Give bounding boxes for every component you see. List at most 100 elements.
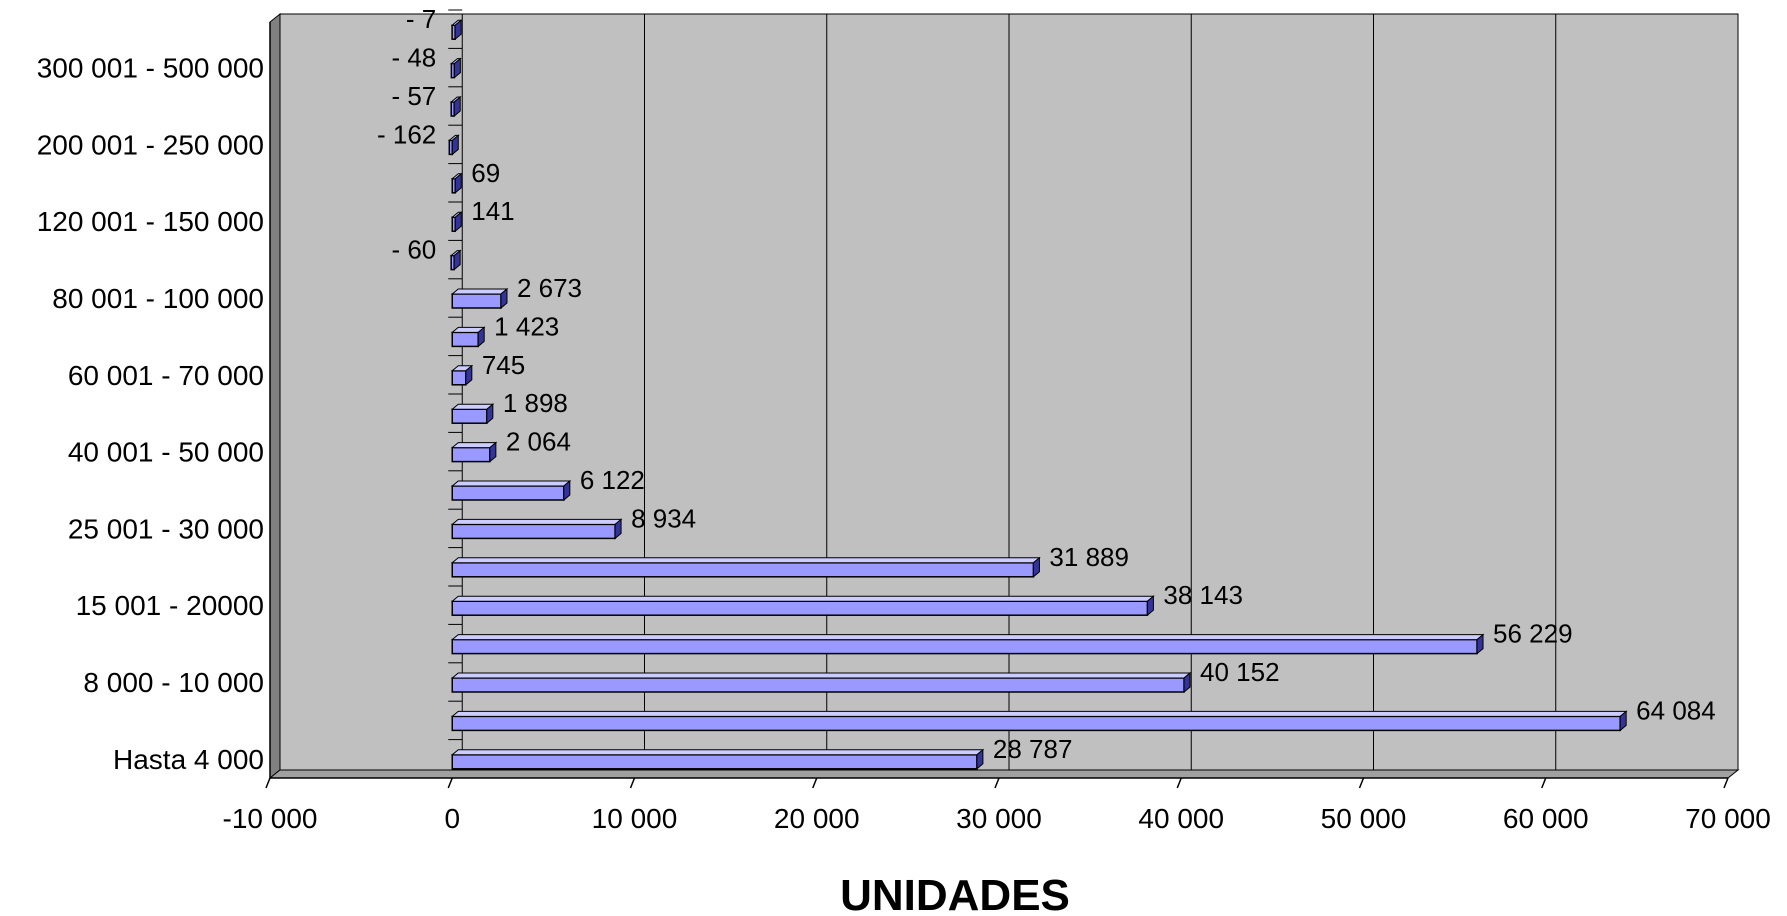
bar-side bbox=[1032, 556, 1040, 578]
bar-front bbox=[451, 523, 616, 540]
y-category-label: 60 001 - 70 000 bbox=[68, 360, 264, 391]
bar-front bbox=[451, 293, 502, 309]
x-tick bbox=[1176, 777, 1182, 789]
bar-side bbox=[454, 19, 462, 41]
data-label: 6 122 bbox=[580, 465, 645, 495]
x-tick bbox=[1723, 777, 1729, 789]
bar bbox=[450, 287, 509, 310]
bar-front bbox=[451, 370, 467, 386]
bar bbox=[449, 95, 462, 118]
x-tick-label: 70 000 bbox=[1685, 803, 1771, 834]
bar-side bbox=[563, 479, 571, 502]
y-category-label: 80 001 - 100 000 bbox=[52, 283, 264, 314]
data-label: 28 787 bbox=[993, 734, 1073, 764]
x-tick bbox=[1358, 777, 1365, 789]
x-tick-label: 10 000 bbox=[592, 803, 678, 834]
floor bbox=[268, 769, 1740, 779]
bar-side bbox=[1476, 633, 1484, 655]
x-tick-label: 0 bbox=[444, 803, 460, 834]
data-label: 141 bbox=[471, 196, 514, 226]
bar bbox=[450, 211, 463, 233]
bar-side bbox=[454, 211, 462, 233]
bar-top bbox=[450, 480, 572, 487]
y-category-label: 25 001 - 30 000 bbox=[68, 513, 264, 544]
bars bbox=[447, 19, 1628, 770]
bar bbox=[449, 249, 462, 271]
x-tick bbox=[994, 777, 1000, 789]
x-axis: -10 000 0 10 000 20 000 30 000 40 000 50 000 60… bbox=[223, 777, 1771, 834]
bar bbox=[450, 748, 985, 770]
bar bbox=[450, 172, 463, 194]
data-label: 2 673 bbox=[517, 273, 582, 303]
bar-side bbox=[451, 134, 459, 156]
x-tick-label: 50 000 bbox=[1321, 803, 1407, 834]
bar-side bbox=[1146, 595, 1154, 617]
bar bbox=[450, 364, 474, 386]
bar bbox=[450, 633, 1485, 655]
data-labels: 28 787 64 084 40 152 56 229 38 143 31 889 8 93… bbox=[377, 4, 1716, 764]
x-axis-title: UNIDADES bbox=[840, 871, 1070, 916]
bar-top bbox=[450, 442, 498, 449]
bar-side bbox=[500, 287, 508, 310]
x-tick bbox=[265, 777, 271, 789]
bar-top bbox=[450, 634, 1485, 641]
bar-top bbox=[450, 518, 623, 525]
y-category-label: 8 000 - 10 000 bbox=[83, 667, 264, 698]
bar-front bbox=[451, 562, 1035, 578]
bar-front bbox=[451, 754, 978, 770]
x-tick-label: -10 000 bbox=[223, 803, 318, 834]
x-tick-label: 60 000 bbox=[1503, 803, 1589, 834]
bar bbox=[450, 556, 1041, 578]
bar-side bbox=[976, 748, 984, 770]
data-label: - 60 bbox=[391, 235, 436, 265]
bar-side bbox=[453, 249, 461, 271]
bar-front bbox=[451, 600, 1149, 616]
x-tick bbox=[1541, 777, 1547, 789]
bar-side bbox=[1183, 671, 1191, 694]
bar-front bbox=[451, 715, 1621, 732]
bar-side bbox=[454, 172, 462, 194]
data-label: 1 423 bbox=[494, 311, 559, 341]
bar-top bbox=[450, 403, 495, 410]
x-tick bbox=[629, 777, 636, 789]
x-tick-label: 30 000 bbox=[956, 803, 1042, 834]
side-wall bbox=[269, 12, 281, 780]
bar bbox=[450, 441, 498, 463]
data-label: - 7 bbox=[406, 4, 436, 34]
bar bbox=[450, 671, 1192, 694]
data-label: 38 143 bbox=[1163, 580, 1243, 610]
bar bbox=[450, 710, 1628, 732]
bar-front bbox=[451, 408, 488, 424]
bar-side bbox=[489, 441, 497, 463]
y-category-label: Hasta 4 000 bbox=[113, 744, 264, 775]
data-label: 69 bbox=[471, 158, 500, 188]
bar-side bbox=[465, 364, 473, 386]
bar-side bbox=[477, 326, 485, 348]
bar bbox=[450, 518, 623, 540]
bar-front bbox=[451, 677, 1185, 693]
y-category-label: 15 001 - 20000 bbox=[76, 590, 264, 621]
bar-top bbox=[450, 749, 985, 756]
bar-side bbox=[453, 95, 461, 118]
data-label: 40 152 bbox=[1200, 657, 1280, 687]
x-tick-label: 20 000 bbox=[774, 803, 860, 834]
y-category-label: 300 001 - 500 000 bbox=[37, 53, 264, 84]
bar-front bbox=[451, 485, 565, 501]
bar-front bbox=[451, 638, 1478, 655]
data-label: 2 064 bbox=[506, 427, 571, 457]
bar bbox=[449, 57, 462, 79]
data-label: - 48 bbox=[391, 43, 436, 73]
bar bbox=[447, 134, 460, 156]
y-category-label: 120 001 - 150 000 bbox=[37, 206, 264, 237]
data-label: - 162 bbox=[377, 119, 436, 149]
y-category-label: 200 001 - 250 000 bbox=[37, 129, 264, 160]
y-axis: Hasta 4 000 8 000 - 10 000 15 001 - 20000 2… bbox=[37, 9, 463, 778]
bar bbox=[450, 19, 463, 41]
chart-walls bbox=[268, 12, 1740, 780]
bar-front bbox=[451, 331, 479, 348]
data-label: - 57 bbox=[391, 81, 436, 111]
data-label: 31 889 bbox=[1049, 542, 1129, 572]
bar bbox=[450, 595, 1155, 617]
